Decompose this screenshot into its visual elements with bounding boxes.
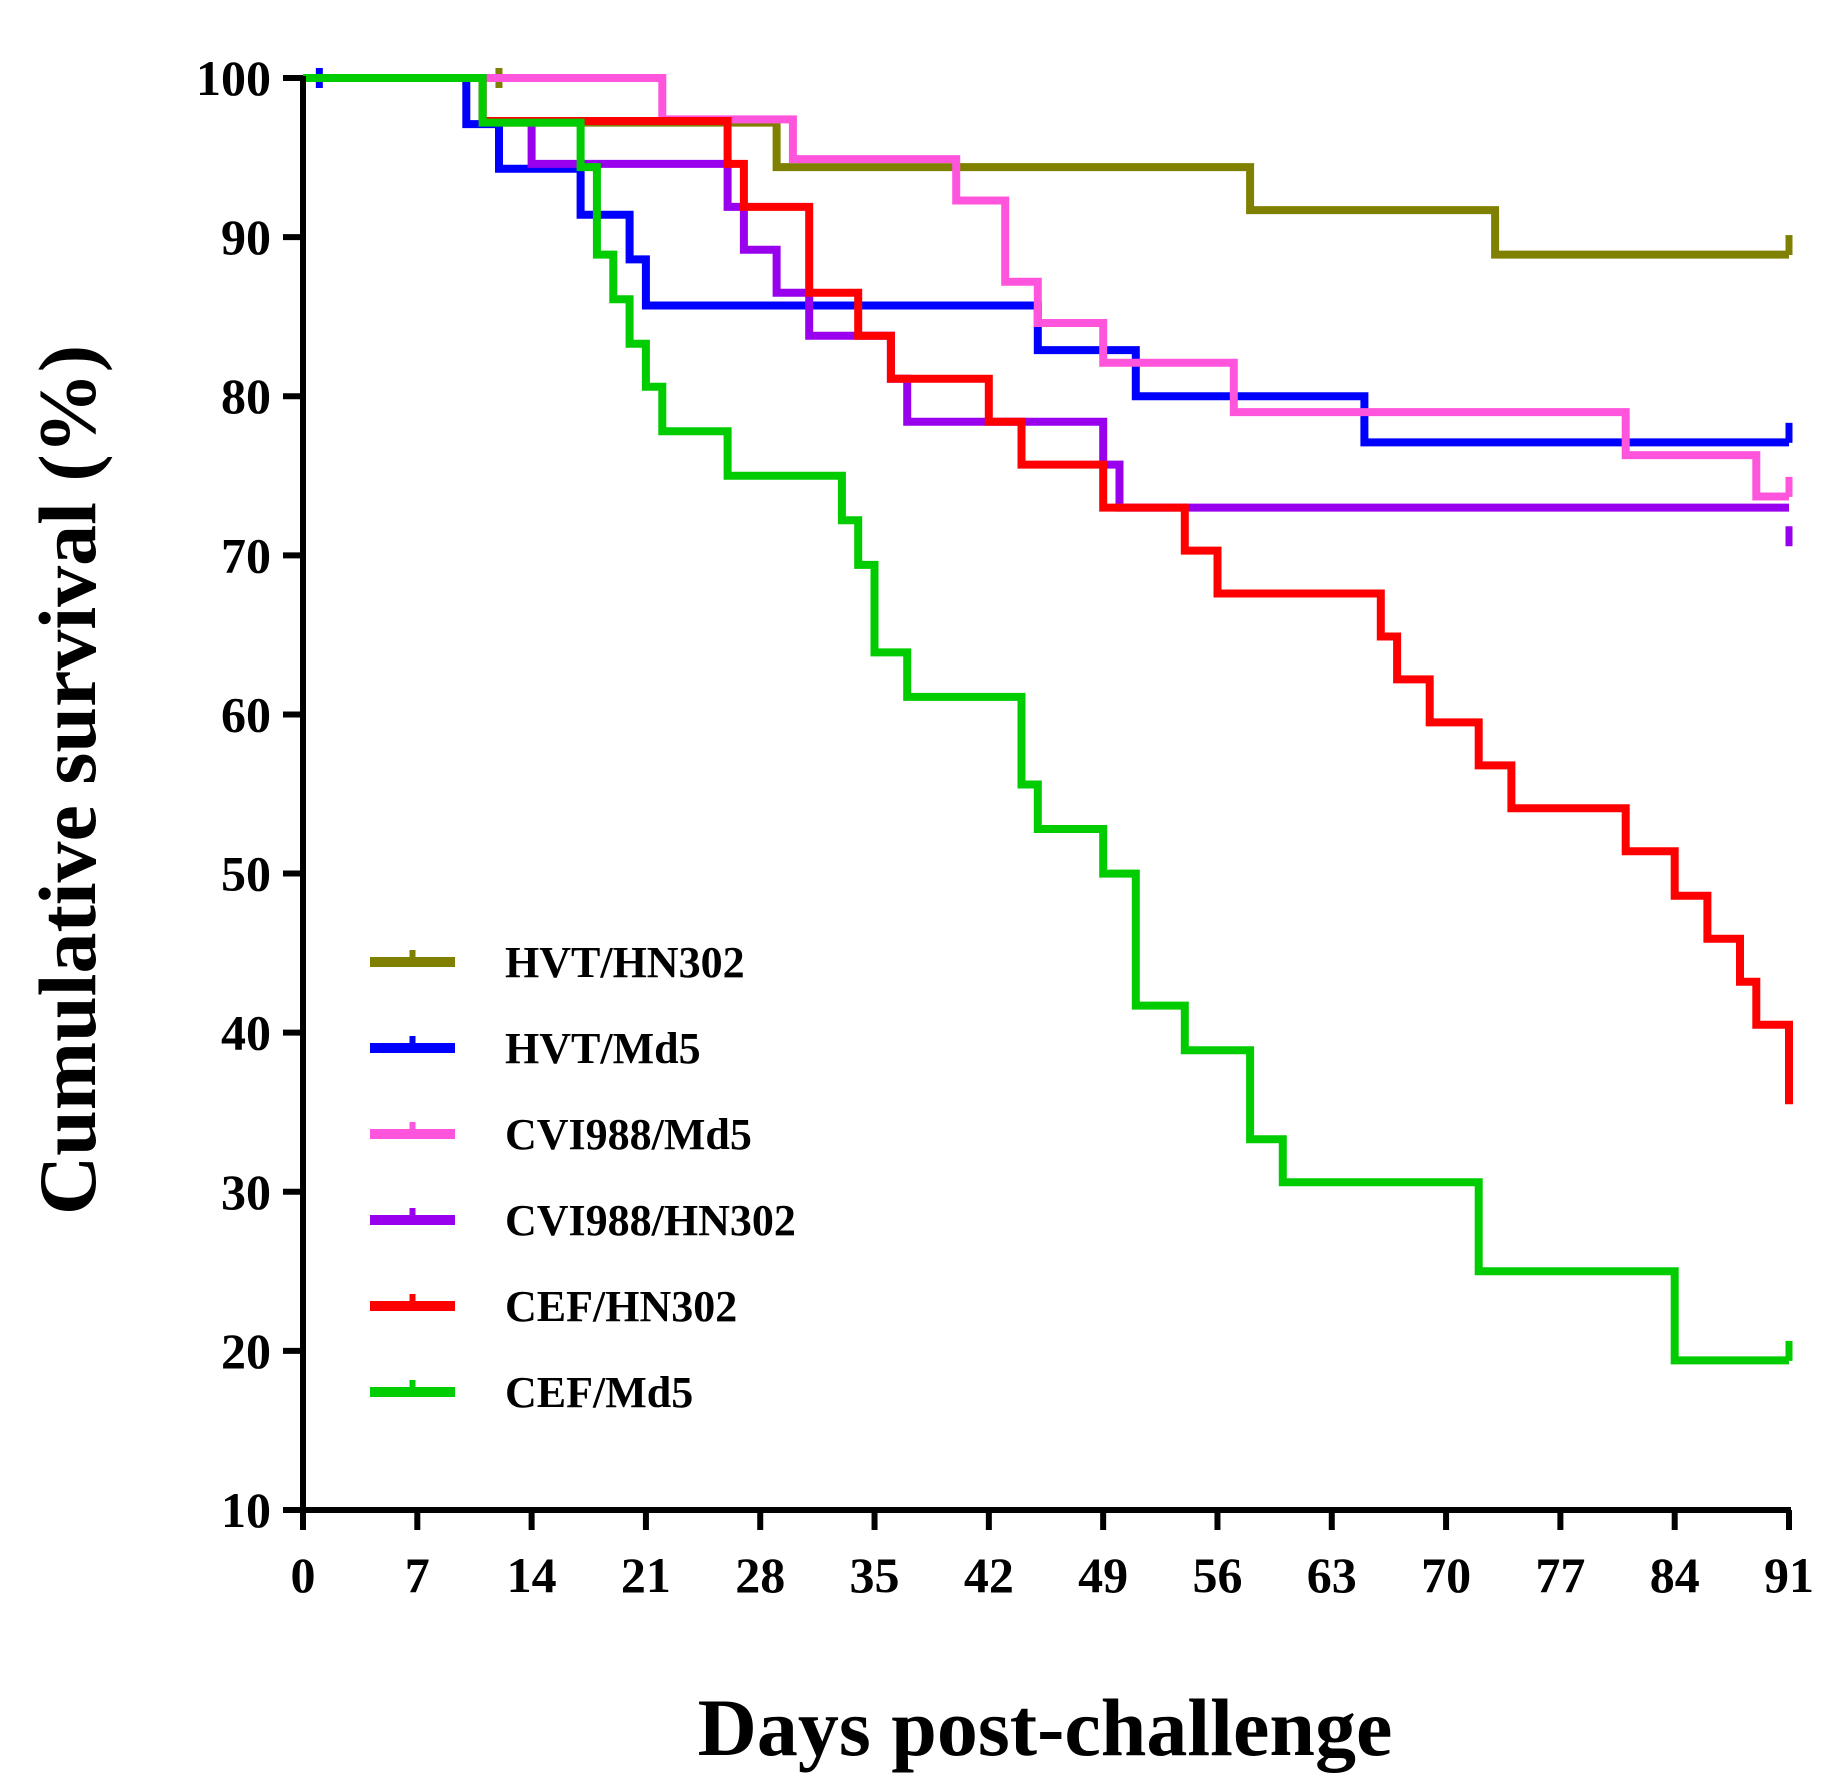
y-axis-title: Cumulative survival (%) <box>22 345 113 1215</box>
legend: HVT/HN302 HVT/Md5 CVI988/Md5 CVI988/HN302 CE… <box>370 938 796 1417</box>
axes-layer <box>300 76 1791 1513</box>
x-tick-label-21: 21 <box>621 1547 671 1603</box>
legend-label-cvi988-hn302: CVI988/HN302 <box>505 1196 796 1245</box>
y-tick-label-40: 40 <box>221 1005 271 1061</box>
y-tick-label-30: 30 <box>221 1164 271 1220</box>
y-tick-label-10: 10 <box>221 1482 271 1538</box>
x-tick-label-77: 77 <box>1535 1547 1585 1603</box>
series-line-cvi988-md5 <box>303 74 1789 501</box>
x-tick-label-7: 7 <box>405 1547 430 1603</box>
legend-label-cvi988-md5: CVI988/Md5 <box>505 1110 752 1159</box>
x-axis-title: Days post-challenge <box>698 1682 1393 1773</box>
ticks-layer: 10 20 30 40 50 60 70 80 90 100 0 7 14 21 28 35 42 49 56 63 7… <box>196 50 1814 1603</box>
y-tick-label-20: 20 <box>221 1323 271 1379</box>
y-tick-label-100: 100 <box>196 50 271 106</box>
x-tick-label-35: 35 <box>850 1547 900 1603</box>
legend-label-cef-md5: CEF/Md5 <box>505 1368 693 1417</box>
y-tick-label-50: 50 <box>221 846 271 902</box>
legend-label-hvt-hn302: HVT/HN302 <box>505 938 745 987</box>
legend-label-hvt-md5: HVT/Md5 <box>505 1024 701 1073</box>
x-tick-label-42: 42 <box>964 1547 1014 1603</box>
x-tick-label-14: 14 <box>507 1547 557 1603</box>
x-tick-label-63: 63 <box>1307 1547 1357 1603</box>
y-tick-label-60: 60 <box>221 686 271 742</box>
x-tick-label-70: 70 <box>1421 1547 1471 1603</box>
y-tick-label-80: 80 <box>221 368 271 424</box>
y-tick-label-90: 90 <box>221 209 271 265</box>
series-layer <box>303 68 1793 1365</box>
series-line-cef-md5 <box>303 74 1789 1365</box>
x-tick-label-49: 49 <box>1078 1547 1128 1603</box>
x-tick-label-91: 91 <box>1764 1547 1814 1603</box>
x-tick-label-28: 28 <box>735 1547 785 1603</box>
legend-label-cef-hn302: CEF/HN302 <box>505 1282 737 1331</box>
x-tick-label-0: 0 <box>291 1547 316 1603</box>
series-line-cvi988-hn302 <box>303 74 1789 512</box>
y-tick-label-70: 70 <box>221 527 271 583</box>
x-tick-label-56: 56 <box>1192 1547 1242 1603</box>
x-tick-label-84: 84 <box>1650 1547 1700 1603</box>
series-line-cef-hn302 <box>303 74 1793 1105</box>
series-line-hvt-md5 <box>303 74 1789 447</box>
